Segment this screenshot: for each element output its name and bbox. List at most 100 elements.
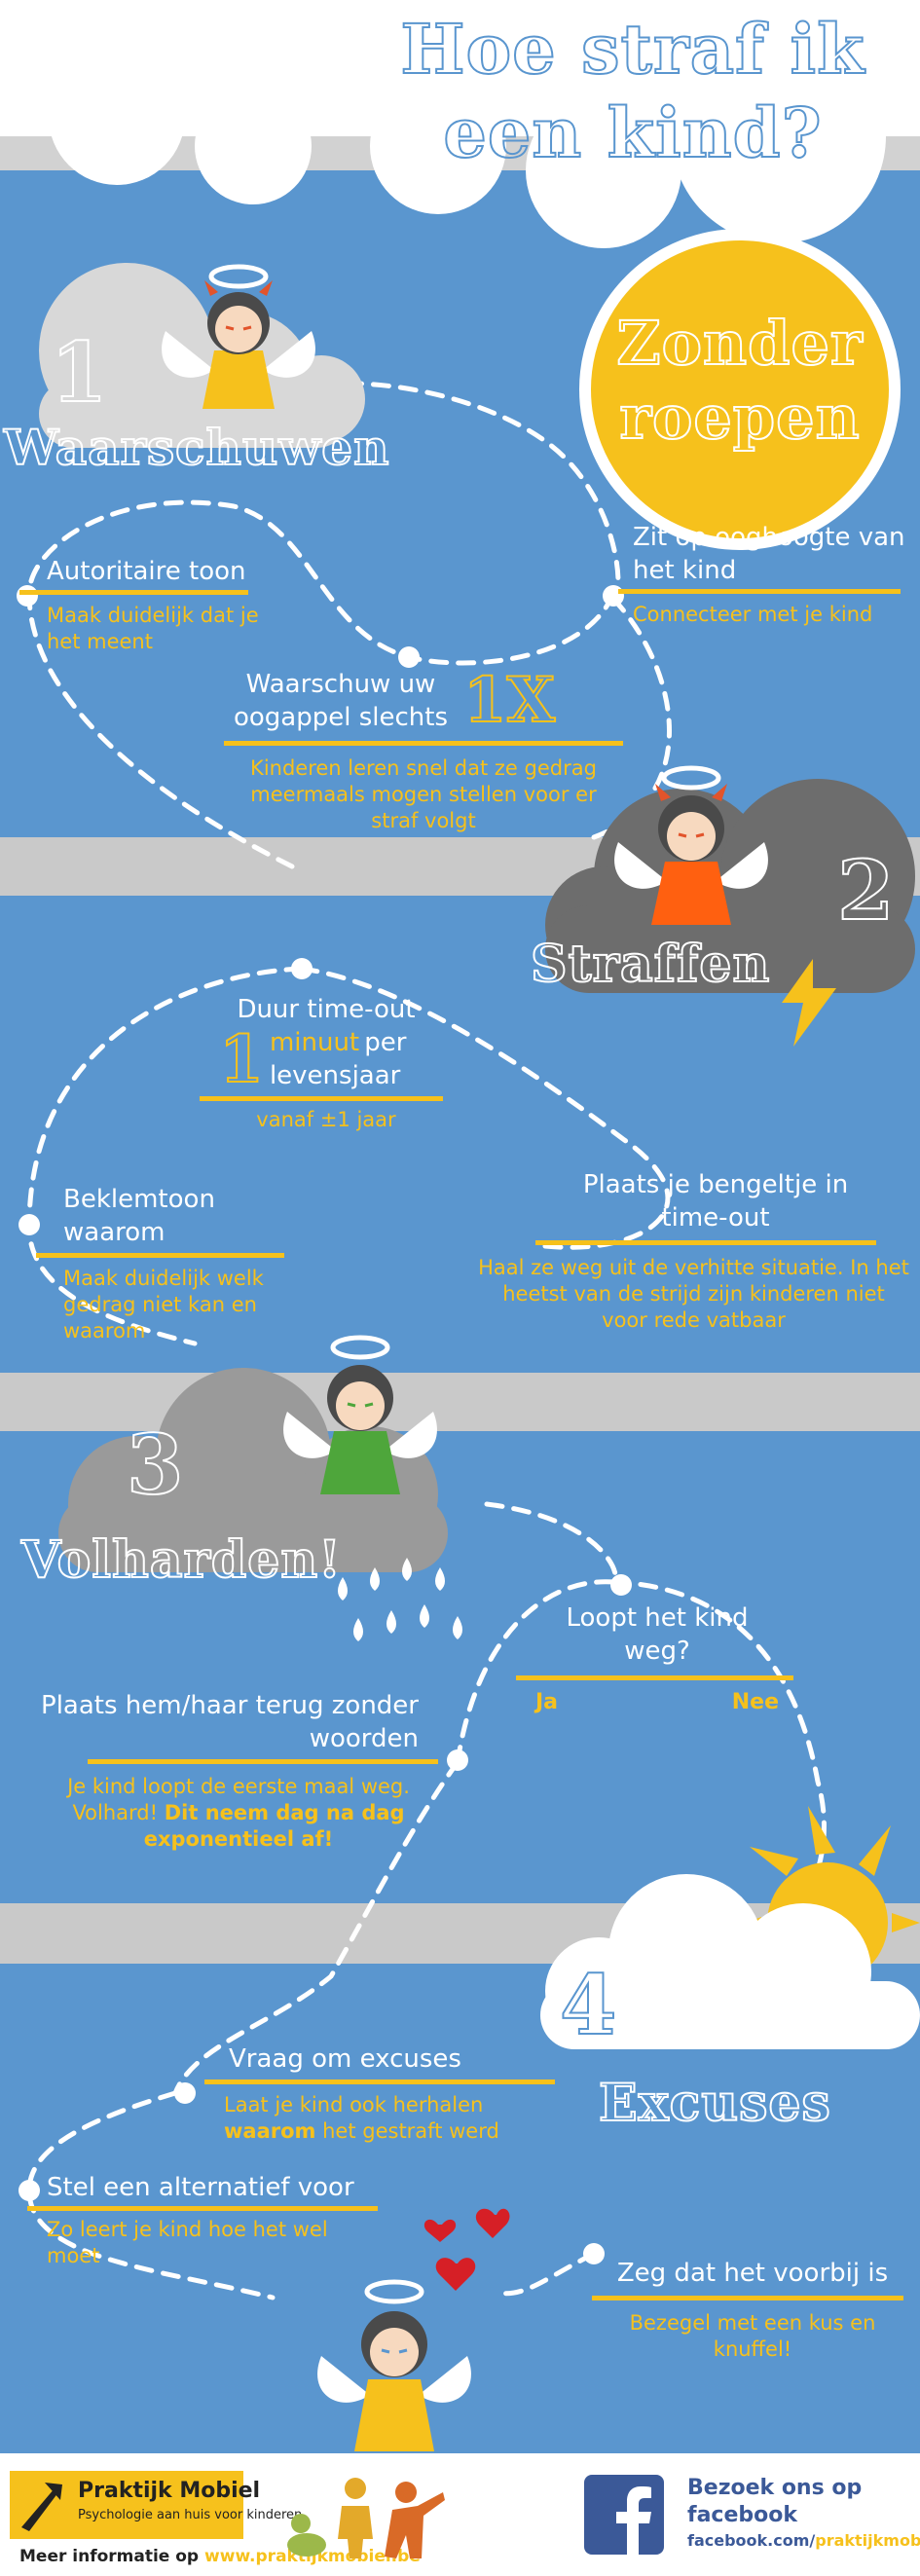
fb-line-1: Bezoek ons op bbox=[687, 2476, 863, 2500]
tip-label: Plaats je bengeltje in time-out bbox=[582, 1170, 849, 1233]
tip-sub: Zo leert je kind hoe het wel moet bbox=[47, 2218, 328, 2267]
grey-band-2 bbox=[0, 1373, 920, 1431]
tip-duur-time-out: Duur time-out 1 minuut per levensjaar va… bbox=[200, 993, 453, 1133]
tip-underline bbox=[200, 1096, 443, 1101]
tip-sub: Laat je kind ook herhalen waarom het ges… bbox=[224, 2092, 574, 2145]
step1-cloud bbox=[39, 263, 365, 448]
step1-title: Waarschuwen bbox=[3, 418, 390, 477]
facebook-cta[interactable]: Bezoek ons op facebook facebook.com/prak… bbox=[687, 2475, 920, 2553]
tip-sub-post: het gestraft werd bbox=[322, 2119, 499, 2143]
step4-number: 4 bbox=[559, 1957, 618, 2053]
step1-number: 1 bbox=[50, 324, 109, 421]
angel-4-icon bbox=[317, 2279, 471, 2451]
question-label: Loopt het kind weg? bbox=[566, 1603, 749, 1666]
step2-cloud bbox=[545, 779, 915, 993]
tip-underline bbox=[618, 589, 901, 594]
tip-label-post: per levensjaar bbox=[269, 1028, 407, 1090]
question-answers: Ja Nee bbox=[516, 1690, 798, 1714]
title-line-2: een kind? bbox=[442, 92, 823, 174]
question-loopt-weg: Loopt het kind weg? Ja Nee bbox=[516, 1601, 798, 1714]
tip-label-row: Waarschuw uw oogappel slechts 1X bbox=[224, 663, 623, 738]
tip-underline bbox=[88, 1759, 438, 1764]
tip-sub-pre: Laat je kind ook herhalen bbox=[224, 2093, 484, 2116]
footer-brand: Praktijk Mobiel bbox=[78, 2479, 261, 2503]
tip-sub: Connecteer met je kind bbox=[633, 603, 873, 626]
angel-2-icon bbox=[614, 765, 768, 925]
facebook-icon[interactable] bbox=[584, 2475, 664, 2555]
tip-label: Zeg dat het voorbij is bbox=[616, 2259, 889, 2288]
children-silhouettes-icon bbox=[287, 2478, 445, 2558]
praktijk-mobiel-logo-icon bbox=[10, 2471, 243, 2539]
tip-sub-bold: waarom bbox=[224, 2119, 316, 2143]
step2-number: 2 bbox=[836, 842, 896, 938]
angel-3-icon bbox=[283, 1335, 437, 1494]
tip-ooghoogte: Zit op ooghoogte van het kind Connecteer… bbox=[618, 521, 915, 628]
tip-alternatief: Stel een alternatief voor Zo leert je ki… bbox=[27, 2171, 407, 2269]
tip-label-pre: Duur time-out bbox=[237, 995, 416, 1024]
fb-url-pre: facebook.com/ bbox=[687, 2531, 816, 2550]
tip-plaats-time-out: Plaats je bengeltje in time-out Haal ze … bbox=[477, 1168, 910, 1334]
hearts-icon bbox=[423, 2208, 510, 2291]
tip-underline bbox=[592, 2296, 903, 2300]
tip-label-mid: minuut bbox=[269, 1028, 360, 1057]
badge-line-1: Zonder bbox=[615, 307, 864, 380]
tip-underline bbox=[224, 741, 623, 746]
footer-brand-block: Praktijk Mobiel Psychologie aan huis voo… bbox=[0, 2453, 920, 2576]
fb-url: facebook.com/praktijkmobiel bbox=[687, 2529, 920, 2553]
tip-underline bbox=[19, 590, 248, 595]
tip-label: Waarschuw uw oogappel slechts bbox=[233, 669, 449, 732]
tip-vraag-excuses: Vraag om excuses Laat je kind ook herhal… bbox=[204, 2042, 574, 2145]
tip-label: Stel een alternatief voor bbox=[47, 2173, 354, 2202]
tip-underline bbox=[535, 1240, 876, 1245]
tip-label: Beklemtoon waarom bbox=[63, 1185, 215, 1247]
tip-sub: Haal ze weg uit de verhitte situatie. In… bbox=[478, 1256, 909, 1332]
tip-sub: Kinderen leren snel dat ze gedrag meerma… bbox=[250, 756, 597, 832]
tip-sub: Je kind loopt de eerste maal weg. Volhar… bbox=[29, 1774, 448, 1853]
zonder-roepen-badge: Zonder roepen bbox=[579, 229, 901, 550]
tip-sub: Maak duidelijk welk gedrag niet kan en w… bbox=[63, 1267, 264, 1343]
tip-label-row: 1 minuut per levensjaar bbox=[218, 1021, 453, 1097]
angel-1-icon bbox=[162, 264, 315, 409]
tip-beklemtoon: Beklemtoon waarom Maak duidelijk welk ge… bbox=[36, 1183, 316, 1344]
tip-label: Plaats hem/haar terug zonder woorden bbox=[41, 1691, 419, 1753]
badge-line-2: roepen bbox=[618, 381, 861, 454]
tip-autoritaire-toon: Autoritaire toon Maak duidelijk dat je h… bbox=[19, 555, 280, 655]
tip-sub-bold: Dit neem dag na dag exponentieel af! bbox=[143, 1801, 405, 1851]
step3-number: 3 bbox=[126, 1417, 185, 1513]
tip-num: 1 bbox=[218, 1021, 265, 1097]
title-line-1: Hoe straf ik bbox=[399, 8, 865, 91]
footer-more-link[interactable]: www.praktijkmobiel.be bbox=[204, 2547, 421, 2566]
footer-more-pre: Meer informatie op bbox=[19, 2547, 200, 2566]
tip-underline bbox=[36, 1253, 284, 1258]
tip-sub: vanaf ±1 jaar bbox=[256, 1108, 396, 1131]
fb-line-2: facebook bbox=[687, 2503, 797, 2527]
tip-label: Vraag om excuses bbox=[229, 2044, 461, 2074]
tip-underline bbox=[27, 2206, 378, 2211]
fb-url-post: praktijkmobiel bbox=[815, 2531, 920, 2550]
tip-sub: Maak duidelijk dat je het meent bbox=[47, 604, 259, 653]
footer-tagline: Psychologie aan huis voor kinderen bbox=[78, 2508, 303, 2522]
footer-more-info: Meer informatie op www.praktijkmobiel.be bbox=[19, 2547, 421, 2566]
answer-no[interactable]: Nee bbox=[731, 1690, 779, 1714]
tip-voorbij: Zeg dat het voorbij is Bezegel met een k… bbox=[592, 2257, 913, 2363]
answer-yes[interactable]: Ja bbox=[535, 1690, 559, 1714]
tip-emph: 1X bbox=[462, 663, 556, 738]
step4-cloud bbox=[540, 1874, 920, 2049]
tip-waarschuw-1x: Waarschuw uw oogappel slechts 1X Kindere… bbox=[224, 663, 623, 834]
step4-title: Excuses bbox=[598, 2073, 831, 2134]
question-underline bbox=[516, 1675, 793, 1680]
step2-title: Straffen bbox=[530, 934, 771, 995]
page-title: Hoe straf ik een kind? bbox=[350, 8, 915, 175]
tip-label-words: minuut per levensjaar bbox=[270, 1026, 453, 1092]
tip-sub-plain: Je kind loopt de eerste maal weg. Volhar… bbox=[67, 1775, 410, 1824]
step3-title: Volharden! bbox=[20, 1529, 342, 1591]
tip-sub: Bezegel met een kus en knuffel! bbox=[629, 2311, 876, 2361]
tip-label: Zit op ooghoogte van het kind bbox=[633, 523, 905, 585]
tip-label: Autoritaire toon bbox=[47, 557, 246, 586]
tip-underline bbox=[204, 2079, 555, 2084]
rain-drops-icon bbox=[338, 1558, 462, 1641]
tip-plaats-terug: Plaats hem/haar terug zonder woorden Je … bbox=[29, 1689, 448, 1853]
header-clouds bbox=[0, 0, 920, 248]
lightning-icon bbox=[782, 959, 836, 1047]
